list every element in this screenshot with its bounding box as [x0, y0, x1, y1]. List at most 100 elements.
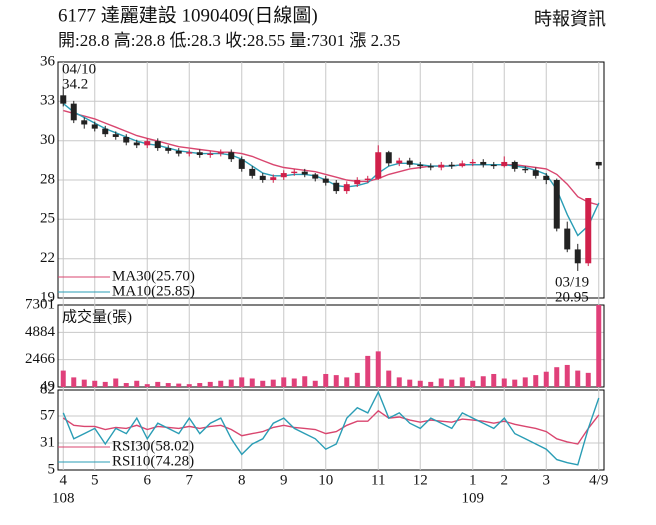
- candle-body: [343, 184, 350, 192]
- candle-body: [186, 152, 193, 154]
- volume-bar: [186, 384, 192, 387]
- rsi-line: [62, 390, 600, 466]
- volume-bar: [144, 384, 150, 387]
- volume-bar: [522, 377, 528, 387]
- ma-line: [62, 103, 600, 237]
- y-tick-label: 4884: [25, 324, 56, 340]
- candle-body: [70, 103, 77, 121]
- y-tick-label: 49: [40, 378, 55, 394]
- volume-bar: [459, 377, 465, 387]
- candle-body: [564, 228, 571, 250]
- candle-body: [396, 160, 403, 164]
- volume-bar: [155, 381, 161, 387]
- candle-body: [585, 198, 592, 264]
- subtitle: 開:28.8 高:28.8 低:28.3 收:28.55 量:7301 漲 2.…: [58, 31, 400, 50]
- annotation-value: 34.2: [62, 76, 88, 92]
- candle-body: [133, 142, 140, 146]
- volume-bar: [480, 376, 486, 387]
- y-tick-label: 2466: [25, 351, 56, 367]
- candle-body: [480, 161, 487, 165]
- y-tick-label: 82: [40, 381, 55, 397]
- candle-body: [165, 148, 172, 151]
- y-tick-label: 28: [40, 171, 55, 187]
- candle-body: [217, 152, 224, 154]
- candle-body: [60, 95, 67, 104]
- volume-bar: [333, 375, 339, 387]
- volume-bar: [291, 378, 297, 387]
- y-tick-label: 30: [40, 132, 55, 148]
- x-tick-label: 11: [371, 472, 385, 488]
- candle-body: [406, 160, 413, 165]
- y-tick-label: 36: [40, 53, 56, 69]
- candle-body: [175, 150, 182, 154]
- y-tick-label: 57: [40, 407, 56, 423]
- source: 時報資訊: [534, 9, 606, 29]
- x-year-label: 108: [52, 490, 75, 506]
- candle-body: [574, 249, 581, 264]
- candle-body: [354, 180, 361, 185]
- x-tick-label: 3: [543, 472, 551, 488]
- x-tick-label: 8: [238, 472, 246, 488]
- chart-title: 6177 達麗建設 1090409(日線圖): [58, 4, 318, 26]
- candle-body: [102, 128, 109, 135]
- panel-frame: [57, 304, 605, 388]
- x-tick-label: 5: [91, 472, 99, 488]
- candle-body: [522, 168, 529, 171]
- candle-body: [280, 173, 287, 178]
- legend-label: MA10(25.85): [112, 283, 195, 299]
- volume-bar: [281, 377, 287, 387]
- volume-bar: [543, 371, 549, 387]
- candle-body: [364, 178, 371, 180]
- candle-body: [312, 174, 319, 179]
- candle-body: [427, 166, 434, 168]
- legend-label: RSI30(58.02): [112, 438, 194, 454]
- candle-body: [417, 164, 424, 167]
- panel-frame: [57, 61, 605, 299]
- candle-body: [459, 163, 466, 167]
- volume-bar: [218, 380, 224, 387]
- y-tick-label: 5: [48, 461, 56, 477]
- candle-body: [553, 180, 560, 229]
- x-tick-label: 12: [413, 472, 428, 488]
- candle-body: [249, 168, 256, 176]
- volume-bar: [396, 377, 402, 387]
- candle-body: [501, 161, 508, 167]
- candle-body: [123, 136, 130, 143]
- annotation-value: 20.95: [555, 289, 589, 305]
- volume-bar: [407, 379, 413, 387]
- legend-label: MA30(25.70): [112, 268, 195, 284]
- annotation-date: 03/19: [555, 274, 589, 290]
- candle-body: [144, 141, 151, 146]
- y-tick-label: 19: [40, 289, 55, 305]
- candle-body: [238, 159, 245, 169]
- ma-line: [63, 109, 599, 206]
- volume-bar: [102, 381, 108, 387]
- x-year-label: 109: [462, 490, 485, 506]
- rsi-line: [62, 409, 600, 445]
- candle-body: [532, 170, 539, 176]
- volume-bar: [512, 379, 518, 387]
- candle-body: [270, 177, 277, 180]
- volume-bar: [60, 370, 66, 387]
- candle-body: [438, 164, 445, 168]
- candle-body: [228, 152, 235, 160]
- volume-bar: [302, 376, 308, 387]
- candle-body: [448, 164, 455, 167]
- x-tick-label: 4/9: [589, 472, 608, 488]
- candle-body: [291, 171, 298, 174]
- volume-bar: [176, 383, 182, 387]
- volume-bar: [575, 370, 581, 387]
- volume-bar: [270, 379, 276, 387]
- x-tick-label: 1: [469, 472, 477, 488]
- volume-bar: [239, 377, 245, 387]
- y-tick-label: 22: [40, 250, 55, 266]
- candle-body: [301, 171, 308, 175]
- candle-body: [154, 141, 161, 149]
- candle-body: [91, 124, 98, 129]
- volume-bar: [207, 381, 213, 387]
- volume-bar: [134, 380, 140, 387]
- volume-bar: [123, 383, 129, 387]
- volume-bar: [92, 380, 98, 387]
- volume-bar: [375, 351, 381, 387]
